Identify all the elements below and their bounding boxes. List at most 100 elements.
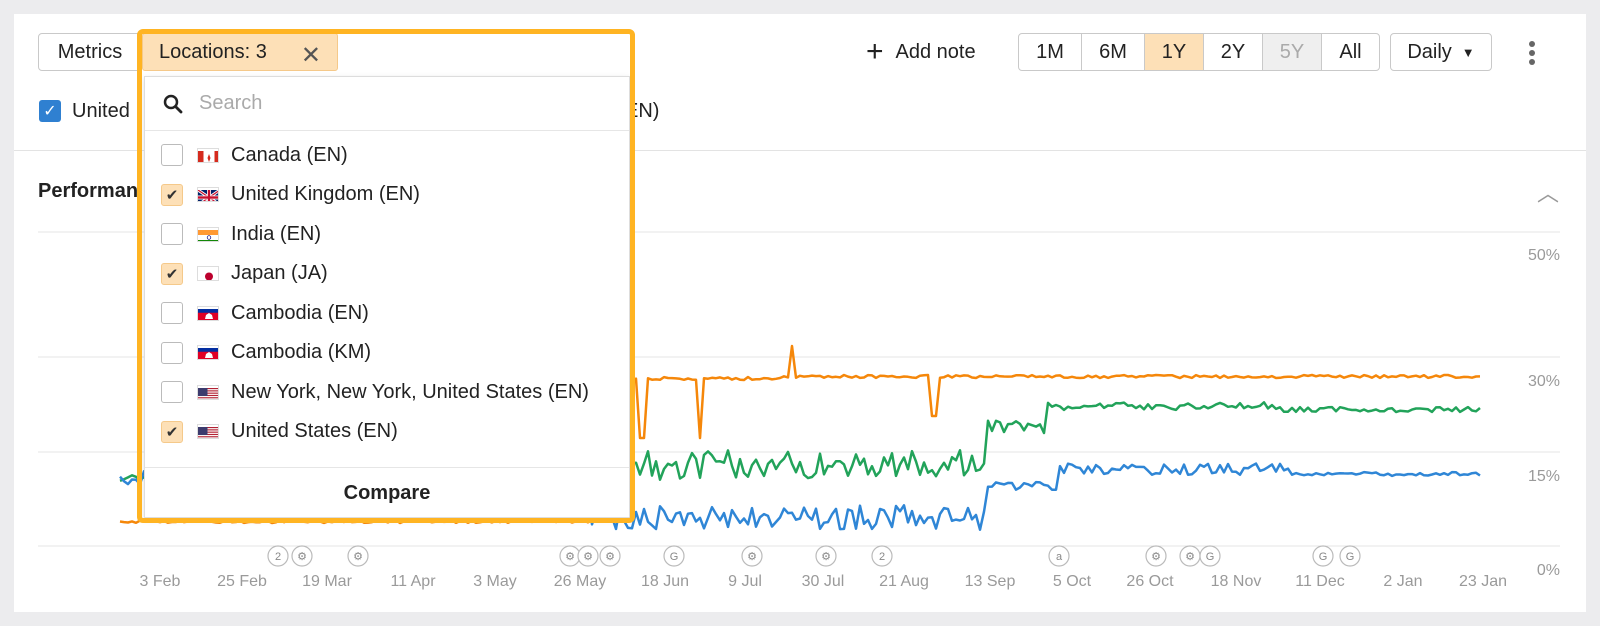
annotation-marker — [871, 545, 893, 567]
location-item[interactable]: Cambodia (KM) — [145, 333, 629, 373]
annotation-marker — [741, 545, 763, 567]
metrics-button[interactable]: Metrics — [38, 33, 142, 71]
annotation-marker-label: 2 — [879, 551, 885, 563]
location-label: Canada (EN) — [231, 143, 348, 166]
checkbox-unchecked[interactable] — [161, 381, 183, 403]
annotation-marker — [291, 545, 313, 567]
x-tick-label: 5 Oct — [1053, 573, 1092, 590]
date-range-selector: 1M 6M 1Y 2Y 5Y All — [1018, 33, 1380, 71]
checkbox-unchecked[interactable] — [161, 223, 183, 245]
checkbox-unchecked[interactable] — [161, 302, 183, 324]
annotation-marker-label: G — [670, 551, 679, 563]
location-label: New York, New York, United States (EN) — [231, 380, 589, 403]
annotation-marker — [663, 545, 685, 567]
location-item[interactable]: ✔ Japan (JA) — [145, 254, 629, 294]
granularity-dropdown[interactable]: Daily ▼ — [1390, 33, 1492, 71]
divider — [14, 150, 1586, 151]
legend-label: United — [72, 100, 130, 122]
y-tick-label: 15% — [1528, 468, 1560, 485]
location-label: Cambodia (EN) — [231, 301, 369, 324]
annotation-marker-label: ⚙ — [1185, 551, 1195, 563]
more-options-icon[interactable] — [1522, 38, 1542, 68]
flag-in-icon — [197, 226, 219, 242]
annotation-marker — [815, 545, 837, 567]
annotation-marker-label: ⚙ — [297, 551, 307, 563]
range-all-button[interactable]: All — [1339, 40, 1362, 63]
checkbox-checked[interactable]: ✔ — [161, 262, 183, 285]
location-item[interactable]: Canada (EN) — [145, 135, 629, 175]
range-6m-button[interactable]: 6M — [1082, 34, 1145, 70]
locations-button[interactable]: Locations: 3 ✕ — [142, 33, 338, 71]
granularity-label: Daily — [1407, 40, 1452, 63]
locations-dropdown: Search Canada (EN) ✔ United Kingdom (EN) In… — [144, 76, 630, 518]
checkbox-checked[interactable]: ✔ — [161, 183, 183, 206]
search-icon — [163, 94, 183, 113]
annotation-marker-label: G — [1319, 551, 1328, 563]
legend-checkbox[interactable]: ✓ — [39, 100, 61, 122]
search-placeholder: Search — [199, 92, 263, 114]
location-item[interactable]: Cambodia (EN) — [145, 293, 629, 333]
annotation-marker-label: ⚙ — [1151, 551, 1161, 563]
x-tick-label: 13 Sep — [965, 573, 1016, 590]
range-2y-button[interactable]: 2Y — [1204, 34, 1263, 70]
location-label: Japan (JA) — [231, 262, 328, 284]
x-tick-label: 3 Feb — [140, 573, 181, 590]
x-tick-label: 30 Jul — [802, 573, 845, 590]
x-tick-label: 11 Dec — [1295, 573, 1345, 590]
checkbox-unchecked[interactable] — [161, 341, 183, 364]
x-tick-label: 19 Mar — [302, 573, 352, 590]
location-item[interactable]: ✔ United Kingdom (EN) — [145, 175, 629, 215]
y-tick-label: 50% — [1528, 247, 1560, 264]
annotation-marker — [577, 545, 599, 567]
annotation-marker-label: 2 — [275, 551, 281, 563]
annotation-marker-label: ⚙ — [821, 551, 831, 563]
flag-us-icon — [197, 384, 219, 400]
location-item[interactable]: India (EN) — [145, 214, 629, 254]
annotation-marker-label: G — [1206, 551, 1215, 563]
x-tick-label: 26 May — [554, 573, 606, 590]
chevron-up-icon[interactable]: ︿ — [1537, 181, 1560, 206]
locations-label: Locations: 3 — [159, 40, 267, 63]
annotation-marker-label: ⚙ — [747, 551, 757, 563]
x-tick-label: 3 May — [473, 573, 517, 590]
annotation-marker-label: a — [1056, 551, 1063, 563]
flag-kh-icon — [197, 305, 219, 321]
annotation-marker — [599, 545, 621, 567]
x-tick-label: 21 Aug — [879, 573, 929, 590]
x-tick-label: 25 Feb — [217, 573, 267, 590]
location-label: United States (EN) — [231, 420, 398, 442]
annotation-marker-label: ⚙ — [605, 551, 615, 563]
search-input[interactable]: Search — [145, 77, 629, 131]
annotation-marker — [267, 545, 289, 567]
range-1m-button[interactable]: 1M — [1019, 34, 1082, 70]
add-note-label: Add note — [895, 40, 976, 63]
annotation-marker-label: ⚙ — [353, 551, 363, 563]
location-item[interactable]: New York, New York, United States (EN) — [145, 372, 629, 412]
y-tick-label: 0% — [1537, 562, 1560, 579]
annotation-marker — [1312, 545, 1334, 567]
checkbox-checked[interactable]: ✔ — [161, 420, 183, 443]
annotation-marker — [347, 545, 369, 567]
annotation-marker — [1339, 545, 1361, 567]
annotation-marker-label: ⚙ — [565, 551, 575, 563]
compare-button[interactable]: Compare — [145, 467, 629, 519]
location-label: Cambodia (KM) — [231, 341, 372, 363]
x-tick-label: 9 Jul — [728, 573, 762, 590]
add-note-button[interactable]: + Add note — [866, 35, 976, 69]
annotation-marker — [1048, 545, 1070, 567]
range-1y-button[interactable]: 1Y — [1145, 34, 1204, 70]
range-5y-button[interactable]: 5Y — [1263, 34, 1322, 70]
section-title: Performan — [38, 180, 139, 202]
checkbox-unchecked[interactable] — [161, 144, 183, 166]
x-tick-label: 2 Jan — [1383, 573, 1422, 590]
location-item[interactable]: ✔ United States (EN) — [145, 412, 629, 452]
flag-kh-icon — [197, 345, 219, 360]
close-icon[interactable]: ✕ — [300, 42, 321, 69]
flag-us-icon — [197, 424, 219, 439]
annotation-marker-label: ⚙ — [583, 551, 593, 563]
legend-label-tail: EN) — [625, 100, 660, 122]
x-tick-label: 23 Jan — [1459, 573, 1507, 590]
caret-down-icon: ▼ — [1461, 44, 1475, 60]
location-label: United Kingdom (EN) — [231, 183, 420, 205]
x-tick-label: 18 Jun — [641, 573, 689, 590]
